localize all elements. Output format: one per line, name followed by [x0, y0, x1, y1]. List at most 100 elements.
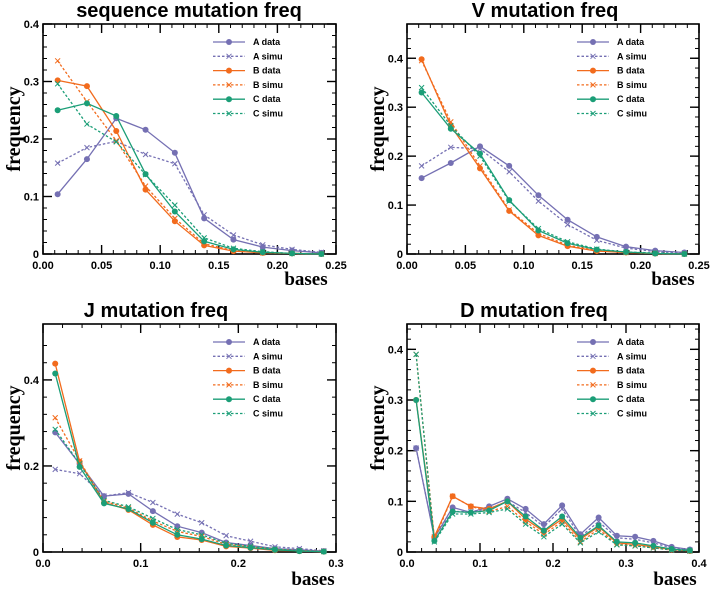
data-point-c-simu	[247, 543, 254, 550]
x-tick-label: 0.15	[571, 260, 592, 272]
chart-title: J mutation freq	[84, 300, 228, 322]
y-tick-label: 0	[33, 249, 39, 261]
data-point-c-data	[504, 498, 511, 505]
data-point-a-data	[613, 532, 620, 539]
chart-panel-j: 0.0 0.1 0.2 0.3 0 0.2 0.4 J mutation freq freque…	[3, 300, 344, 590]
data-point-c-simu	[318, 251, 325, 257]
data-point-a-simu	[201, 212, 208, 218]
series-line-c-data	[415, 399, 690, 552]
data-point-c-simu	[504, 506, 511, 512]
data-point-a-simu	[247, 538, 254, 545]
x-tick-label: 0.4	[691, 558, 707, 570]
data-point-b-data	[113, 127, 120, 134]
data-point-c-data	[149, 519, 156, 526]
legend-label-c-data: C data	[253, 394, 282, 404]
data-point-c-simu	[535, 225, 542, 232]
data-point-b-data	[54, 77, 61, 84]
legend-marker-b-data	[226, 67, 232, 74]
data-point-a-data	[142, 126, 149, 133]
chart-title: V mutation freq	[472, 0, 619, 22]
data-point-c-simu	[272, 546, 278, 552]
legend: A data A simu B data B simu C data C simu	[213, 37, 283, 119]
data-point-a-simu	[54, 160, 61, 167]
legend: A data A simu B data B simu C data C simu	[577, 337, 647, 419]
data-point-b-simu	[504, 503, 511, 510]
legend-marker-b-simu	[226, 82, 232, 88]
data-point-a-simu	[125, 489, 132, 496]
data-point-c-data	[668, 545, 675, 552]
data-point-a-simu	[259, 241, 266, 248]
data-point-c-simu	[418, 84, 425, 91]
y-tick-label: 0.4	[388, 53, 404, 65]
data-point-c-data	[113, 113, 120, 119]
x-tick-label: 0.2	[231, 558, 246, 570]
data-point-b-simu	[506, 207, 513, 213]
data-point-c-simu	[84, 121, 90, 127]
data-point-a-simu	[559, 506, 565, 512]
data-point-b-simu	[54, 57, 61, 64]
legend-label-a-simu: A simu	[617, 351, 647, 361]
y-tick-label: 0.3	[388, 395, 403, 407]
legend-marker-a-simu	[226, 353, 232, 360]
data-point-c-simu	[632, 543, 638, 549]
legend-label-b-simu: B simu	[253, 380, 283, 390]
legend-label-b-simu: B simu	[617, 80, 647, 90]
series-line-a-data	[415, 447, 690, 551]
data-point-c-data	[83, 100, 90, 107]
y-tick-label: 0.4	[24, 375, 40, 387]
series-line-a-data	[421, 145, 685, 254]
y-tick-label: 0	[33, 547, 39, 559]
x-tick-label: 0.05	[91, 260, 112, 272]
chart-panel-sequence: 0.00 0.05 0.10 0.15 0.20 0.25 0 0.1 0.2 0.3 0.4 seq…	[3, 0, 347, 290]
legend-marker-b-simu	[226, 382, 232, 388]
data-point-c-data	[577, 534, 584, 541]
data-point-c-simu	[486, 509, 492, 516]
legend-marker-a-simu	[590, 353, 596, 360]
data-point-a-simu	[142, 151, 149, 158]
plot-frame	[406, 23, 700, 255]
legend-marker-c-simu	[590, 110, 596, 117]
y-axis-label: frequency	[367, 86, 389, 171]
y-tick-label: 0	[397, 249, 403, 261]
data-point-a-simu	[506, 168, 513, 175]
data-point-b-data	[142, 186, 149, 193]
legend-marker-b-data	[590, 367, 596, 374]
x-tick-label: 0.1	[472, 558, 487, 570]
x-tick-label: 0.20	[267, 260, 288, 272]
legend-marker-b-data	[226, 367, 232, 374]
data-point-b-data	[506, 207, 513, 214]
data-point-a-simu	[418, 163, 425, 169]
legend: A data A simu B data B simu C data C simu	[213, 337, 283, 419]
y-axis-label: frequency	[367, 385, 389, 470]
data-point-c-simu	[259, 248, 266, 255]
legend-marker-a-data	[226, 39, 232, 45]
data-point-a-simu	[477, 145, 483, 152]
x-tick-label: 0.1	[133, 558, 148, 570]
y-axis-label: frequency	[3, 86, 25, 171]
legend: A data A simu B data B simu C data C simu	[577, 37, 647, 119]
data-point-b-simu	[559, 518, 565, 525]
data-point-a-data	[54, 191, 61, 198]
legend-marker-b-data	[590, 67, 596, 74]
legend-label-a-data: A data	[253, 337, 281, 347]
data-point-c-simu	[198, 531, 205, 538]
x-tick-label: 0.25	[325, 260, 346, 272]
data-point-a-data	[83, 156, 90, 163]
legend-marker-b-simu	[590, 82, 596, 88]
data-point-c-simu	[506, 198, 513, 205]
y-tick-label: 0.3	[388, 102, 403, 114]
data-point-c-simu	[614, 542, 620, 548]
data-point-b-data	[418, 56, 425, 63]
legend-marker-a-data	[590, 339, 596, 345]
data-point-c-simu	[76, 460, 83, 467]
series-line-c-simu	[54, 429, 324, 553]
series-line-a-simu	[55, 468, 324, 552]
y-tick-label: 0.2	[388, 446, 403, 458]
data-point-c-data	[174, 531, 181, 538]
data-point-c-simu	[431, 539, 438, 545]
data-point-c-simu	[296, 547, 303, 554]
data-point-c-simu	[577, 540, 584, 546]
data-point-a-simu	[564, 221, 571, 228]
legend-label-a-simu: A simu	[617, 51, 647, 61]
data-point-c-simu	[449, 511, 456, 517]
